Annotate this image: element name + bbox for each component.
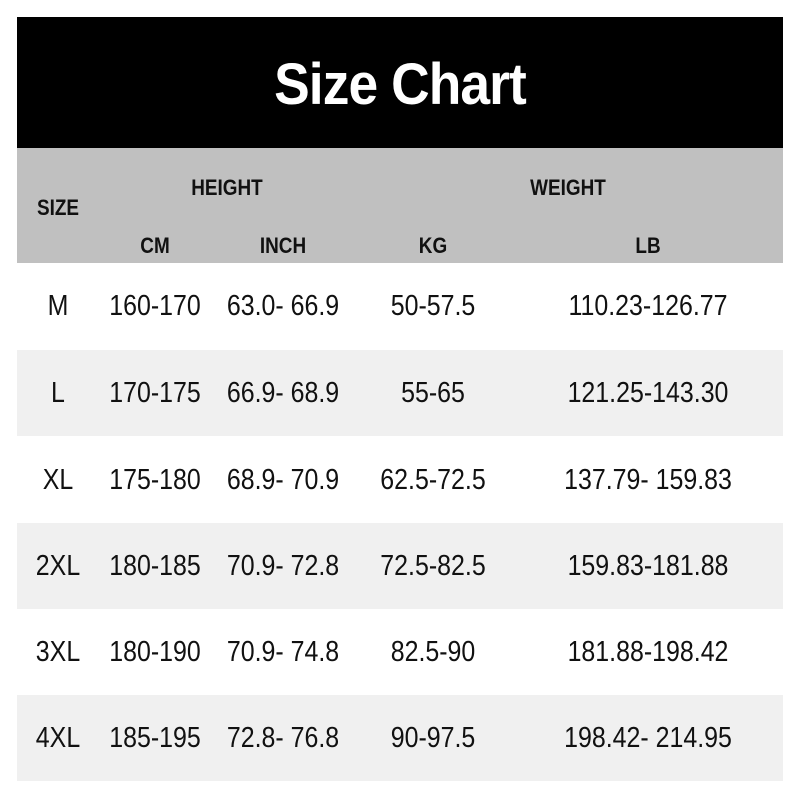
cell-lb: 198.42- 214.95 <box>564 722 732 754</box>
header-cm: CM <box>140 233 170 258</box>
header-lb: LB <box>635 233 661 258</box>
cell-size: 3XL <box>35 636 81 668</box>
cell-kg: 62.5-72.5 <box>380 464 486 496</box>
table-row: XL 175-180 68.9- 70.9 62.5-72.5 137.79- 159.… <box>17 437 783 523</box>
cell-kg: 90-97.5 <box>390 722 476 754</box>
cell-size: XL <box>42 464 74 496</box>
table-row: 4XL 185-195 72.8- 76.8 90-97.5 198.42- 214.9… <box>17 695 783 781</box>
cell-lb: 159.83-181.88 <box>567 550 729 582</box>
title-bar: Size Chart <box>17 17 783 148</box>
cell-inch: 70.9- 74.8 <box>226 636 340 668</box>
cell-size: L <box>51 377 65 409</box>
cell-inch: 68.9- 70.9 <box>226 464 340 496</box>
cell-size: M <box>47 290 69 322</box>
cell-inch: 72.8- 76.8 <box>226 722 340 754</box>
cell-kg: 55-65 <box>401 377 465 409</box>
table-row: M 160-170 63.0- 66.9 50-57.5 110.23-126.77 <box>17 263 783 349</box>
cell-cm: 180-190 <box>109 636 201 668</box>
cell-lb: 110.23-126.77 <box>568 290 728 322</box>
table-row: 3XL 180-190 70.9- 74.8 82.5-90 181.88-198.42 <box>17 609 783 695</box>
table-row: 2XL 180-185 70.9- 72.8 72.5-82.5 159.83-181.… <box>17 523 783 609</box>
header-inch: INCH <box>259 233 307 258</box>
cell-size: 4XL <box>35 722 81 754</box>
chart-title: Size Chart <box>274 52 527 117</box>
cell-inch: 66.9- 68.9 <box>226 377 340 409</box>
header-weight: WEIGHT <box>530 175 606 200</box>
header-kg: KG <box>418 233 448 258</box>
cell-lb: 181.88-198.42 <box>567 636 729 668</box>
table-row: L 170-175 66.9- 68.9 55-65 121.25-143.30 <box>17 350 783 436</box>
cell-cm: 185-195 <box>109 722 201 754</box>
cell-inch: 63.0- 66.9 <box>226 290 340 322</box>
header-size: SIZE <box>36 195 80 220</box>
cell-kg: 72.5-82.5 <box>380 550 486 582</box>
cell-inch: 70.9- 72.8 <box>226 550 340 582</box>
cell-cm: 160-170 <box>109 290 201 322</box>
cell-kg: 50-57.5 <box>390 290 476 322</box>
cell-cm: 170-175 <box>109 377 201 409</box>
cell-size: 2XL <box>35 550 81 582</box>
cell-kg: 82.5-90 <box>390 636 476 668</box>
cell-cm: 180-185 <box>109 550 201 582</box>
cell-cm: 175-180 <box>109 464 201 496</box>
cell-lb: 121.25-143.30 <box>567 377 729 409</box>
cell-lb: 137.79- 159.83 <box>564 464 732 496</box>
table-header: SIZE HEIGHT WEIGHT CM INCH KG LB <box>17 148 783 263</box>
header-height: HEIGHT <box>191 175 263 200</box>
